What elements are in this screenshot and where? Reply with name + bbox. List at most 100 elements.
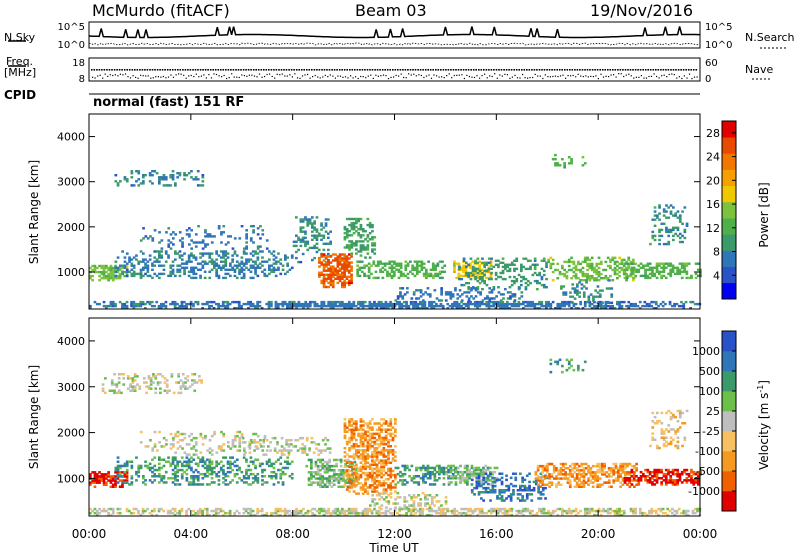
heatmap-cell bbox=[341, 253, 344, 256]
heatmap-cell bbox=[95, 473, 99, 476]
heatmap-cell bbox=[678, 216, 682, 219]
freq-dot bbox=[607, 69, 609, 71]
heatmap-cell bbox=[304, 236, 307, 239]
heatmap-cell bbox=[98, 471, 101, 474]
heatmap-cell bbox=[662, 274, 666, 278]
heatmap-cell bbox=[562, 293, 565, 296]
heatmap-cell bbox=[114, 475, 117, 478]
heatmap-cell bbox=[622, 509, 626, 513]
heatmap-cell bbox=[567, 300, 571, 304]
heatmap-cell bbox=[331, 509, 335, 513]
heatmap-cell bbox=[284, 256, 287, 259]
heatmap-cell bbox=[332, 473, 336, 476]
heatmap-cell bbox=[160, 254, 163, 257]
heatmap-cell bbox=[371, 445, 374, 448]
heatmap-cell bbox=[510, 302, 514, 306]
heatmap-cell bbox=[359, 234, 363, 237]
heatmap-cell bbox=[368, 509, 372, 513]
nave-dot bbox=[178, 73, 180, 75]
heatmap-cell bbox=[204, 243, 207, 246]
heatmap-cell bbox=[556, 302, 560, 306]
heatmap-cell bbox=[535, 302, 539, 306]
heatmap-cell bbox=[636, 304, 640, 308]
heatmap-cell bbox=[598, 289, 602, 292]
heatmap-cell bbox=[203, 472, 207, 476]
heatmap-cell bbox=[205, 513, 209, 517]
heatmap-cell bbox=[130, 170, 134, 173]
heatmap-cell bbox=[357, 473, 360, 477]
heatmap-cell bbox=[270, 511, 273, 515]
colorbar-tick-label: 28 bbox=[706, 127, 720, 140]
heatmap-cell bbox=[251, 509, 255, 513]
heatmap-cell bbox=[153, 170, 157, 173]
heatmap-cell bbox=[319, 464, 322, 468]
heatmap-cell bbox=[361, 492, 365, 495]
heatmap-cell bbox=[581, 270, 585, 274]
heatmap-cell bbox=[364, 490, 367, 493]
heatmap-cell bbox=[352, 453, 356, 456]
heatmap-cell bbox=[334, 257, 337, 260]
heatmap-cell bbox=[261, 229, 265, 232]
heatmap-cell bbox=[256, 511, 259, 515]
heatmap-cell bbox=[116, 182, 120, 185]
heatmap-cell bbox=[366, 475, 370, 479]
heatmap-cell bbox=[343, 279, 346, 283]
heatmap-cell bbox=[192, 475, 196, 478]
nave-dot bbox=[339, 75, 342, 77]
heatmap-cell bbox=[270, 302, 273, 306]
heatmap-cell bbox=[113, 383, 116, 386]
heatmap-cell bbox=[366, 473, 370, 477]
freq-dot bbox=[202, 69, 204, 71]
heatmap-cell bbox=[565, 277, 569, 280]
heatmap-cell bbox=[657, 513, 660, 517]
heatmap-cell bbox=[278, 449, 282, 452]
heatmap-cell bbox=[618, 270, 621, 274]
heatmap-cell bbox=[244, 451, 247, 454]
heatmap-cell bbox=[490, 277, 493, 281]
freq-dot bbox=[692, 69, 695, 71]
heatmap-cell bbox=[286, 466, 289, 470]
heatmap-cell bbox=[325, 255, 328, 258]
heatmap-cell bbox=[513, 293, 517, 296]
heatmap-cell bbox=[169, 184, 173, 187]
heatmap-cell bbox=[422, 299, 425, 302]
heatmap-cell bbox=[210, 462, 214, 466]
heatmap-cell bbox=[489, 264, 493, 267]
heatmap-cell bbox=[128, 460, 131, 463]
heatmap-cell bbox=[357, 492, 360, 495]
heatmap-cell bbox=[463, 291, 466, 294]
heatmap-cell bbox=[413, 274, 417, 278]
heatmap-cell bbox=[98, 302, 101, 306]
heatmap-cell bbox=[130, 464, 134, 468]
heatmap-cell bbox=[551, 270, 555, 274]
heatmap-cell bbox=[371, 459, 374, 462]
heatmap-cell bbox=[371, 225, 374, 229]
freq-dot bbox=[139, 69, 141, 71]
heatmap-cell bbox=[616, 277, 619, 280]
heatmap-cell bbox=[281, 304, 285, 308]
heatmap-cell bbox=[390, 260, 394, 263]
heatmap-cell bbox=[561, 264, 564, 268]
heatmap-cell bbox=[331, 279, 335, 283]
heatmap-cell bbox=[141, 511, 145, 515]
heatmap-cell bbox=[629, 304, 633, 308]
freq-dot bbox=[230, 69, 232, 71]
heatmap-cell bbox=[669, 228, 673, 232]
heatmap-cell bbox=[368, 486, 372, 489]
heatmap-cell bbox=[419, 289, 423, 292]
heatmap-cell bbox=[231, 445, 235, 448]
heatmap-cell bbox=[290, 472, 294, 476]
heatmap-cell bbox=[331, 302, 335, 306]
heatmap-cell bbox=[502, 297, 505, 300]
heatmap-cell bbox=[144, 483, 147, 486]
heatmap-cell bbox=[113, 391, 116, 395]
heatmap-cell bbox=[132, 266, 136, 269]
heatmap-cell bbox=[366, 486, 370, 489]
heatmap-cell bbox=[361, 304, 365, 308]
heatmap-cell bbox=[196, 483, 200, 486]
heatmap-cell bbox=[327, 259, 330, 262]
heatmap-cell bbox=[350, 438, 354, 442]
heatmap-cell bbox=[334, 253, 337, 256]
heatmap-cell bbox=[374, 264, 378, 267]
